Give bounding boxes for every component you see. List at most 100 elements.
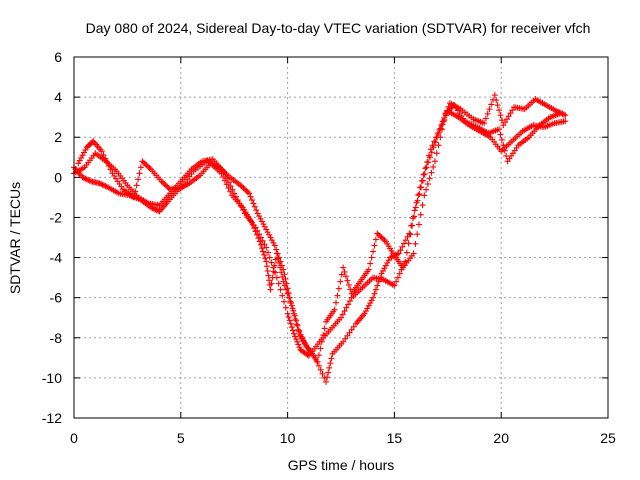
data-point	[394, 274, 401, 281]
data-point	[247, 193, 254, 200]
data-point	[433, 150, 440, 157]
y-tick-label: 0	[54, 169, 62, 185]
data-point	[440, 118, 447, 125]
data-point	[255, 235, 262, 242]
data-point	[439, 126, 446, 133]
data-point	[132, 188, 139, 195]
y-tick-label: -6	[50, 290, 63, 306]
data-point	[341, 308, 348, 315]
data-point	[327, 360, 334, 367]
data-point	[287, 298, 294, 305]
data-point	[387, 254, 394, 261]
data-point	[266, 277, 273, 284]
data-point	[239, 183, 246, 190]
data-point	[442, 110, 449, 117]
data-point	[83, 176, 90, 183]
data-point	[334, 292, 341, 299]
data-point	[446, 106, 453, 113]
data-point	[142, 160, 149, 167]
data-point	[268, 237, 275, 244]
data-point	[263, 226, 270, 233]
data-point	[86, 177, 93, 184]
data-point	[421, 192, 428, 199]
data-point	[403, 249, 410, 256]
data-point	[276, 254, 283, 261]
data-point	[281, 298, 288, 305]
data-point	[319, 370, 326, 377]
data-point	[263, 263, 270, 270]
data-point	[431, 138, 438, 145]
data-point	[424, 158, 431, 165]
data-point	[402, 237, 409, 244]
data-point	[96, 180, 103, 187]
data-point	[258, 218, 265, 225]
data-point	[371, 242, 378, 249]
data-point	[291, 330, 298, 337]
data-point	[377, 274, 384, 281]
data-point	[289, 327, 296, 334]
data-point	[482, 115, 489, 122]
data-point	[381, 265, 388, 272]
data-point	[76, 157, 83, 164]
data-point	[419, 202, 426, 209]
data-point	[328, 355, 335, 362]
data-point	[107, 166, 114, 173]
data-point	[437, 134, 444, 141]
data-point	[79, 152, 86, 159]
data-point	[562, 112, 569, 119]
data-point	[155, 207, 162, 214]
data-point	[164, 183, 171, 190]
data-point	[342, 335, 349, 342]
data-point	[240, 185, 247, 192]
data-point	[271, 262, 278, 269]
data-point	[412, 204, 419, 211]
data-point	[249, 221, 256, 228]
data-point	[251, 225, 258, 232]
data-point	[225, 185, 232, 192]
data-point	[382, 262, 389, 269]
data-point	[253, 207, 260, 214]
data-point	[290, 307, 297, 314]
data-point	[275, 280, 282, 287]
data-point	[394, 251, 401, 258]
data-point	[288, 300, 295, 307]
data-point	[161, 181, 168, 188]
data-point	[339, 311, 346, 318]
data-point	[493, 97, 500, 104]
data-point	[350, 323, 357, 330]
x-tick-label: 10	[280, 430, 296, 446]
data-point	[223, 181, 230, 188]
data-point	[345, 281, 352, 288]
data-point	[497, 131, 504, 138]
data-point	[254, 210, 261, 217]
data-point	[285, 314, 292, 321]
data-point	[260, 248, 267, 255]
data-point	[507, 110, 514, 117]
data-point	[139, 158, 146, 165]
data-point	[438, 122, 445, 129]
data-point	[377, 233, 384, 240]
chart-title: Day 080 of 2024, Sidereal Day-to-day VTE…	[86, 20, 591, 36]
data-point	[150, 205, 157, 212]
data-point	[378, 234, 385, 241]
data-point	[257, 215, 264, 222]
data-point	[496, 107, 503, 114]
data-point	[365, 266, 372, 273]
data-point	[317, 366, 324, 373]
data-point	[370, 248, 377, 255]
data-point	[417, 184, 424, 191]
data-point	[501, 147, 508, 154]
data-point	[100, 151, 107, 158]
data-point	[263, 244, 270, 251]
data-point	[415, 221, 422, 228]
data-point	[241, 186, 248, 193]
data-point	[318, 338, 325, 345]
data-point	[367, 300, 374, 307]
data-point	[140, 159, 147, 166]
data-point	[435, 142, 442, 149]
data-point	[137, 164, 144, 171]
data-point	[286, 317, 293, 324]
data-point	[256, 238, 263, 245]
